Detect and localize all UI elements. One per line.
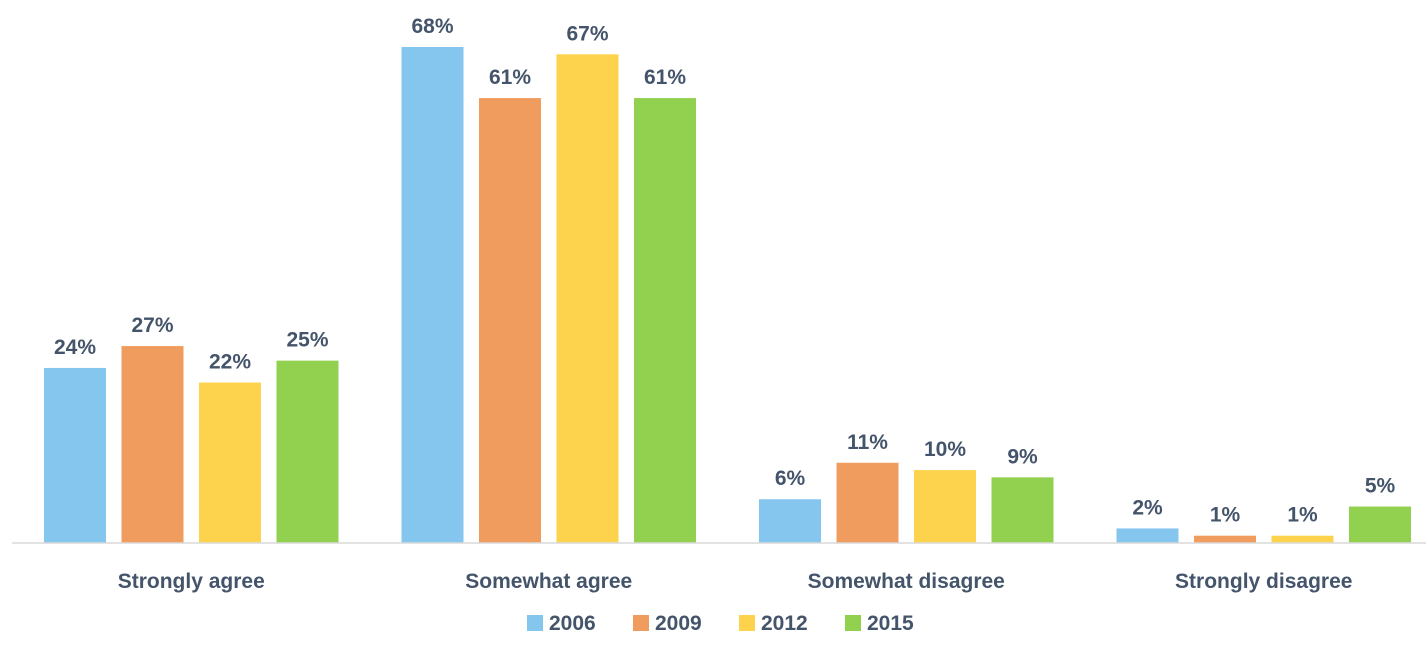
legend-swatch-2006 <box>527 615 543 631</box>
category-labels-layer: Strongly agree Somewhat agree Somewhat dis… <box>118 570 1353 593</box>
legend-swatch-2015 <box>845 615 861 631</box>
value-label-strongly-disagree-2009: 1% <box>1210 504 1241 527</box>
legend: 2006 2009 2012 2015 <box>527 612 914 635</box>
value-label-somewhat-agree-2012: 67% <box>566 22 608 45</box>
bar-strongly-agree-2012 <box>199 382 261 543</box>
bars-layer <box>44 47 1411 543</box>
value-label-strongly-disagree-2015: 5% <box>1365 475 1396 498</box>
category-label-somewhat-disagree: Somewhat disagree <box>808 570 1005 593</box>
value-label-somewhat-agree-2015: 61% <box>644 66 686 89</box>
legend-label-2009: 2009 <box>655 612 702 635</box>
value-label-strongly-disagree-2012: 1% <box>1287 504 1318 527</box>
legend-label-2015: 2015 <box>867 612 914 635</box>
value-label-somewhat-agree-2009: 61% <box>489 66 531 89</box>
bar-strongly-agree-2006 <box>44 367 106 543</box>
bar-somewhat-agree-2015 <box>634 98 696 543</box>
bar-somewhat-agree-2009 <box>479 98 541 543</box>
bar-strongly-disagree-2012 <box>1271 535 1334 543</box>
value-label-somewhat-disagree-2006: 6% <box>775 467 806 490</box>
value-label-somewhat-agree-2006: 68% <box>411 15 453 38</box>
bar-somewhat-disagree-2015 <box>991 477 1054 543</box>
legend-swatch-2012 <box>739 615 755 631</box>
bar-somewhat-disagree-2012 <box>914 470 976 543</box>
bar-strongly-disagree-2009 <box>1194 535 1256 543</box>
bar-strongly-disagree-2006 <box>1116 528 1179 543</box>
value-label-somewhat-disagree-2015: 9% <box>1007 445 1038 468</box>
bar-somewhat-disagree-2006 <box>759 499 821 543</box>
value-label-strongly-agree-2009: 27% <box>131 314 173 337</box>
category-label-strongly-agree: Strongly agree <box>118 570 265 593</box>
bar-somewhat-agree-2006 <box>401 47 464 543</box>
value-label-somewhat-disagree-2009: 11% <box>847 431 888 454</box>
value-label-strongly-agree-2015: 25% <box>286 329 328 352</box>
bar-strongly-disagree-2015 <box>1349 506 1411 543</box>
bar-strongly-agree-2015 <box>276 360 339 543</box>
bar-strongly-agree-2009 <box>121 346 184 543</box>
category-label-somewhat-agree: Somewhat agree <box>465 570 632 593</box>
legend-label-2012: 2012 <box>761 612 808 635</box>
value-label-strongly-disagree-2006: 2% <box>1132 496 1163 519</box>
value-label-strongly-agree-2006: 24% <box>54 336 96 359</box>
bar-somewhat-agree-2012 <box>556 54 619 543</box>
value-labels-layer: 24% 27% 22% 25% 68% 61% 67% 61% 6% 11% 10% 9% 2% 1% 1%… <box>54 15 1396 527</box>
bar-somewhat-disagree-2009 <box>836 462 899 543</box>
legend-label-2006: 2006 <box>549 612 596 635</box>
category-label-strongly-disagree: Strongly disagree <box>1175 570 1352 593</box>
value-label-strongly-agree-2012: 22% <box>209 351 251 374</box>
value-label-somewhat-disagree-2012: 10% <box>924 438 966 461</box>
legend-swatch-2009 <box>633 615 649 631</box>
